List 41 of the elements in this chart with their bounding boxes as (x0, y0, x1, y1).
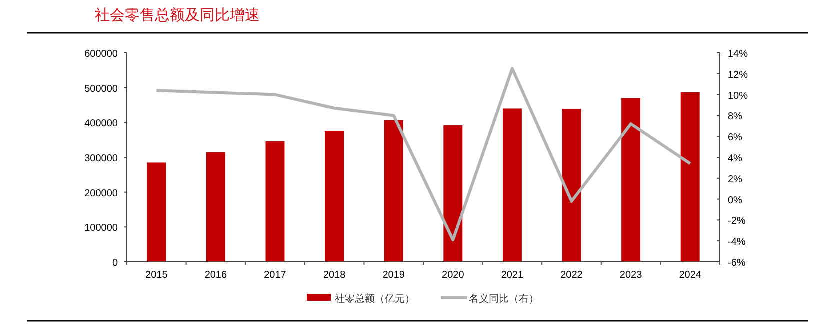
bar (622, 98, 641, 262)
x-tick-label: 2018 (323, 270, 346, 281)
chart-title: 社会零售总额及同比增速 (95, 7, 260, 24)
bar (325, 131, 344, 262)
bar (502, 108, 522, 262)
y-tick-label: 200000 (84, 188, 118, 200)
legend-label: 社零总额（亿元） (335, 293, 415, 305)
y-tick-label: 600000 (84, 49, 118, 60)
bar (562, 109, 582, 262)
x-tick-label: 2019 (382, 270, 406, 281)
y-tick-label: 300000 (84, 154, 118, 164)
y2-tick-label: 8% (728, 112, 743, 123)
x-tick-label: 2016 (204, 270, 228, 281)
y2-tick-label: -6% (728, 258, 746, 269)
y-tick-label: 500000 (84, 84, 118, 95)
y2-tick-label: 2% (728, 174, 743, 186)
legend-label: 名义同比（右） (469, 293, 539, 305)
y-tick-label: 100000 (84, 223, 118, 234)
bar (147, 162, 166, 262)
x-tick-label: 2017 (264, 270, 287, 281)
bar (384, 120, 404, 262)
y-tick-label: 400000 (84, 118, 118, 130)
x-tick-label: 2022 (560, 270, 584, 281)
x-tick-label: 2020 (442, 270, 465, 281)
y2-tick-label: -2% (728, 216, 746, 228)
bar (680, 92, 700, 262)
x-tick-label: 2021 (501, 270, 524, 281)
x-tick-label: 2024 (679, 270, 702, 281)
y2-tick-label: 14% (728, 49, 748, 60)
y2-tick-label: -4% (728, 237, 746, 248)
x-tick-label: 2023 (620, 270, 643, 281)
y-tick-label: 0 (112, 258, 118, 269)
bar (206, 152, 226, 262)
y2-tick-label: 0% (728, 195, 743, 206)
bar (266, 141, 285, 262)
y2-tick-label: 12% (728, 70, 748, 81)
bar (444, 125, 463, 262)
y2-tick-label: 6% (728, 132, 743, 144)
y2-tick-label: 4% (728, 154, 743, 164)
x-tick-label: 2015 (146, 270, 168, 281)
y2-tick-label: 10% (728, 90, 748, 102)
